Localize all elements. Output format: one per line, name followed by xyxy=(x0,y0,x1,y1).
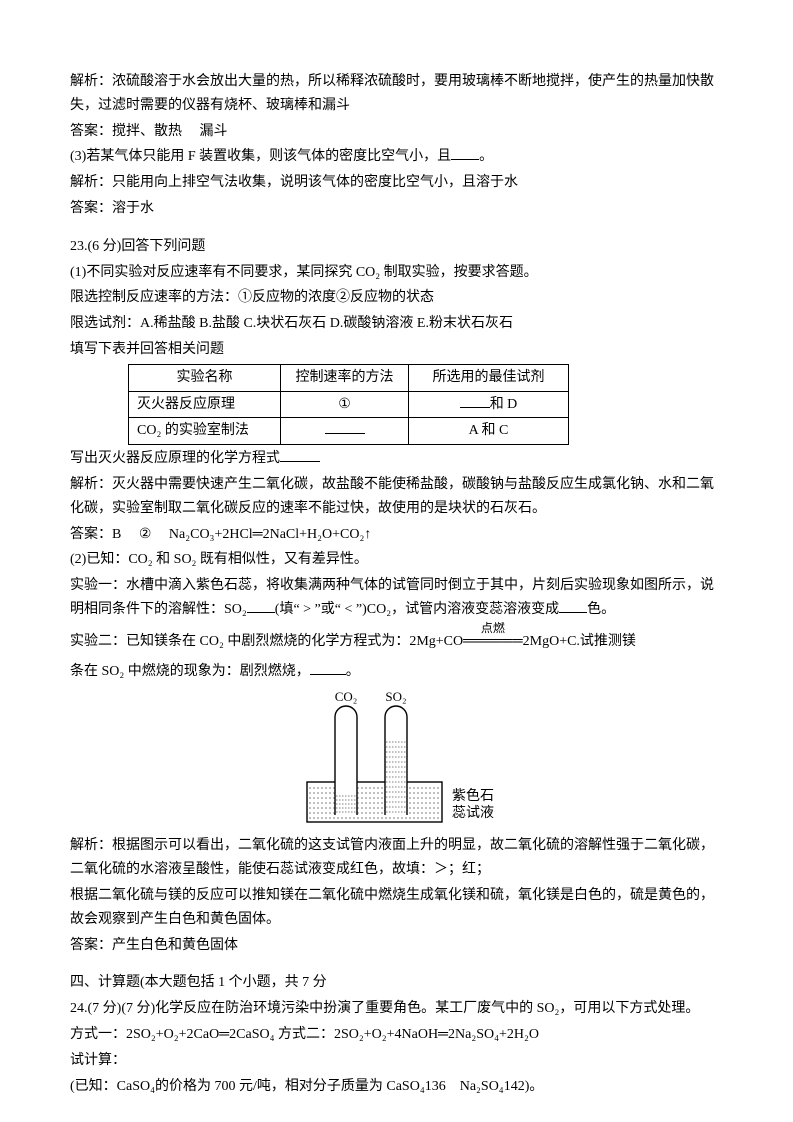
table-row: CO₂ 的实验室制法 A 和 C xyxy=(129,418,569,445)
table-cell: ① xyxy=(281,391,409,418)
text: 写出灭火器反应原理的化学方程式 xyxy=(70,451,280,466)
equation: Na₂CO₃+2HCl═2NaCl+H₂O+CO₂↑ xyxy=(169,527,371,542)
q23-1-line: 填写下表并回答相关问题 xyxy=(70,338,723,362)
diagram-svg: CO₂ SO₂ xyxy=(277,687,517,832)
experiment-table: 实验名称 控制速率的方法 所选用的最佳试剂 灭火器反应原理 ① 和 D CO₂ … xyxy=(128,364,569,445)
blank-field[interactable] xyxy=(310,661,346,675)
text: ② xyxy=(139,527,152,542)
q23-exp2: 实验二：已知镁条在 CO₂ 中剧烈燃烧的化学方程式为：2Mg+CO点燃═════… xyxy=(70,630,723,654)
q23-exp1: 实验一：水槽中滴入紫色石蕊，将收集满两种气体的试管同时倒立于其中，片刻后实验现象… xyxy=(70,574,723,622)
analysis-text: 根据二氧化硫与镁的反应可以推知镁在二氧化硫中燃烧生成氧化镁和硫，氧化镁是白色的，… xyxy=(70,884,723,932)
table-cell: CO₂ 的实验室制法 xyxy=(129,418,281,445)
table-cell: 灭火器反应原理 xyxy=(129,391,281,418)
blank-field[interactable] xyxy=(325,420,365,434)
blank-field[interactable] xyxy=(247,599,275,613)
tube-co2: CO₂ xyxy=(334,689,357,815)
tube-label: SO₂ xyxy=(385,689,406,704)
answer-suffix: 漏斗 xyxy=(200,124,228,139)
text: 2MgO+C.试推测镁 xyxy=(523,634,636,649)
reaction-condition: 点燃══════ xyxy=(463,630,523,654)
q23-after-table: 写出灭火器反应原理的化学方程式 xyxy=(70,447,723,471)
answer-line: 答案：搅拌、散热 漏斗 xyxy=(70,120,723,144)
answer-prefix: 答案：搅拌、散热 xyxy=(70,124,182,139)
q24-line: 24.(7 分)(7 分)化学反应在防治环境污染中扮演了重要角色。某工厂废气中的… xyxy=(70,997,723,1021)
analysis-text: 解析：灭火器中需要快速产生二氧化碳，故盐酸不能使稀盐酸，碳酸钠与盐酸反应生成氯化… xyxy=(70,473,723,521)
table-header-row: 实验名称 控制速率的方法 所选用的最佳试剂 xyxy=(129,364,569,391)
analysis-text: 解析：只能用向上排空气法收集，说明该气体的密度比空气小，且溶于水 xyxy=(70,171,723,195)
q24-line: 方式一：2SO₂+O₂+2CaO═2CaSO₄ 方式二：2SO₂+O₂+4NaO… xyxy=(70,1023,723,1047)
text: 答案：B xyxy=(70,527,121,542)
blank-field[interactable] xyxy=(559,599,587,613)
q23-1-line: 限选试剂：A.稀盐酸 B.盐酸 C.块状石灰石 D.碳酸钠溶液 E.粉末状石灰石 xyxy=(70,312,723,336)
table-cell xyxy=(281,418,409,445)
q24-line: (已知：CaSO₄的价格为 700 元/吨，相对分子质量为 CaSO₄136 N… xyxy=(70,1075,723,1099)
text: 条在 SO₂ 中燃烧的现象为：剧烈燃烧， xyxy=(70,664,310,679)
blank-field[interactable] xyxy=(460,394,490,408)
blank-field[interactable] xyxy=(451,146,479,160)
tube-label: CO₂ xyxy=(334,689,357,704)
table-header: 所选用的最佳试剂 xyxy=(409,364,569,391)
text: 实验二：已知镁条在 CO₂ 中剧烈燃烧的化学方程式为：2Mg+CO xyxy=(70,634,463,649)
trough-liquid xyxy=(309,788,440,818)
q24-line: 试计算： xyxy=(70,1049,723,1073)
blank-field[interactable] xyxy=(280,448,320,462)
condition-label: 点燃 xyxy=(481,618,505,638)
text: 色。 xyxy=(587,602,615,617)
side-label: 紫色石 xyxy=(452,787,494,804)
q23-exp2-line2: 条在 SO₂ 中燃烧的现象为：剧烈燃烧， 。 xyxy=(70,660,723,684)
table-header: 实验名称 xyxy=(129,364,281,391)
text: 。 xyxy=(346,664,360,679)
subquestion-3: (3)若某气体只能用 F 装置收集，则该气体的密度比空气小，且 。 xyxy=(70,145,723,169)
question-23-title: 23.(6 分)回答下列问题 xyxy=(70,235,723,259)
analysis-text: 解析：浓硫酸溶于水会放出大量的热，所以稀释浓硫酸时，要用玻璃棒不断地搅拌，使产生… xyxy=(70,70,723,118)
q23-1-line: 限选控制反应速率的方法：①反应物的浓度②反应物的状态 xyxy=(70,286,723,310)
tube-so2: SO₂ xyxy=(385,689,407,815)
section-4-title: 四、计算题(本大题包括 1 个小题，共 7 分 xyxy=(70,971,723,995)
text: (3)若某气体只能用 F 装置收集，则该气体的密度比空气小，且 xyxy=(70,149,451,164)
table-row: 灭火器反应原理 ① 和 D xyxy=(129,391,569,418)
side-label: 蕊试液 xyxy=(452,805,494,821)
answer-line: 答案：产生白色和黄色固体 xyxy=(70,934,723,958)
q23-2-line: (2)已知：CO₂ 和 SO₂ 既有相似性，又有差异性。 xyxy=(70,548,723,572)
table-cell: 和 D xyxy=(409,391,569,418)
text: (填“ > ”或“ < ”)CO₂，试管内溶液变蕊溶液变成 xyxy=(275,602,559,617)
text: 。 xyxy=(479,149,493,164)
experiment-diagram: CO₂ SO₂ xyxy=(70,687,723,832)
table-cell: A 和 C xyxy=(409,418,569,445)
table-header: 控制速率的方法 xyxy=(281,364,409,391)
answer-line: 答案：B ② Na₂CO₃+2HCl═2NaCl+H₂O+CO₂↑ xyxy=(70,523,723,547)
answer-line: 答案：溶于水 xyxy=(70,197,723,221)
analysis-text: 解析：根据图示可以看出，二氧化硫的这支试管内液面上升的明显，故二氧化硫的溶解性强… xyxy=(70,834,723,882)
q23-1-line: (1)不同实验对反应速率有不同要求，某同探究 CO₂ 制取实验，按要求答题。 xyxy=(70,261,723,285)
